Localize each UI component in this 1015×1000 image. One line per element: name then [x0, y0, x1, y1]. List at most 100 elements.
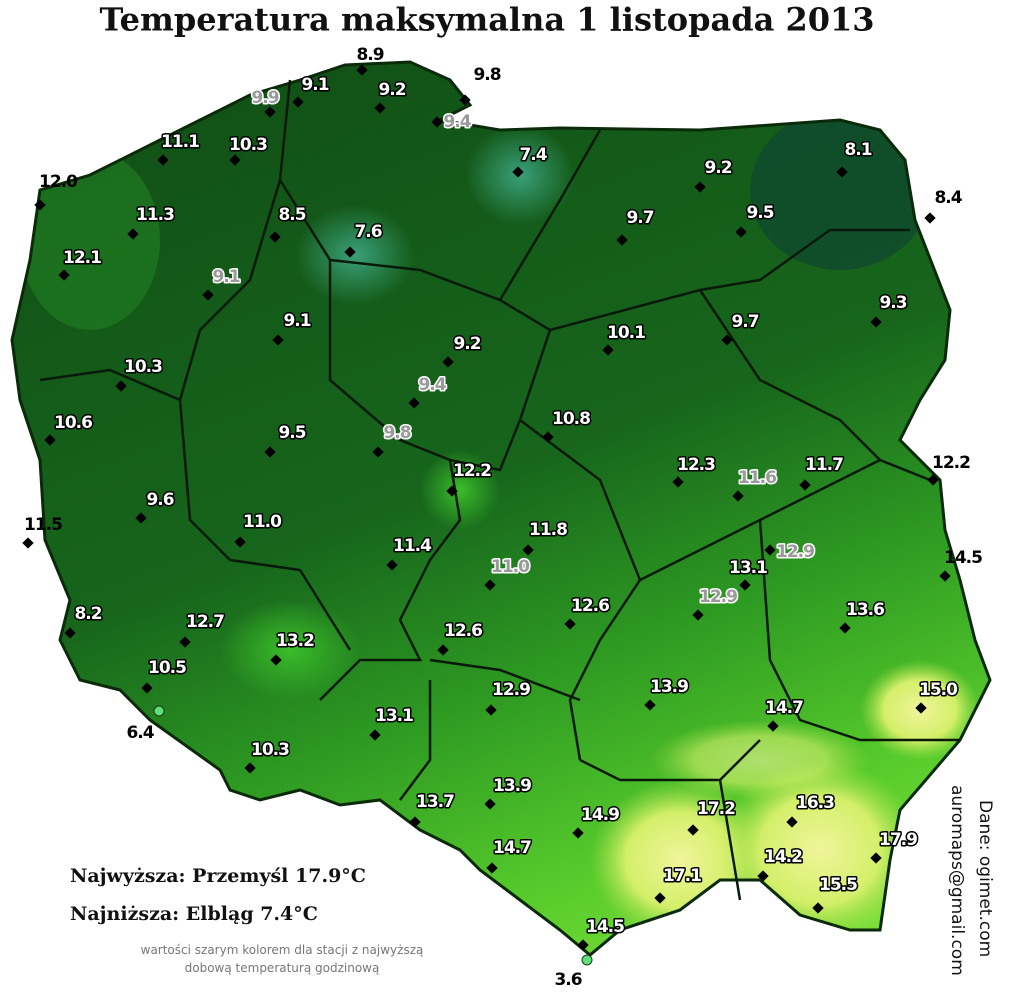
station-value: 9.8	[383, 423, 410, 443]
station-value: 12.9	[492, 680, 530, 700]
station-marker	[812, 902, 824, 914]
station-value: 10.5	[148, 658, 186, 678]
station-value: 17.1	[663, 866, 701, 886]
station-value: 7.6	[354, 222, 381, 242]
station-marker	[939, 570, 951, 582]
station-value: 12.2	[453, 461, 491, 481]
station-value: 9.2	[453, 334, 480, 354]
station-marker	[386, 559, 398, 571]
station-value: 12.6	[444, 621, 482, 641]
station-marker	[135, 512, 147, 524]
station-value: 11.0	[491, 557, 530, 577]
station-marker	[44, 434, 56, 446]
station-value: 11.8	[529, 520, 567, 540]
station-value: 12.3	[677, 455, 715, 475]
station-marker	[409, 816, 421, 828]
station-value: 15.5	[819, 875, 857, 895]
station-value: 10.3	[229, 135, 267, 155]
station-marker	[264, 446, 276, 458]
station-value: 9.5	[746, 203, 773, 223]
station-value: 9.7	[626, 208, 653, 228]
station-value: 9.3	[879, 293, 906, 313]
station-marker	[127, 228, 139, 240]
station-value: 12.9	[699, 587, 737, 607]
station-marker	[179, 636, 191, 648]
station-marker	[786, 816, 798, 828]
station-value: 13.2	[276, 631, 314, 651]
station-marker	[344, 246, 356, 258]
lowest: Najniższa: Elbląg 7.4°C	[70, 903, 318, 925]
station-marker	[22, 537, 34, 549]
station-marker	[369, 729, 381, 741]
station-marker	[437, 644, 449, 656]
station-value: 9.8	[473, 65, 500, 85]
station-value: 14.5	[944, 548, 982, 568]
station-marker	[269, 231, 281, 243]
station-marker	[484, 798, 496, 810]
regions	[39, 79, 960, 901]
station-value: 11.5	[24, 515, 62, 535]
station-marker	[484, 579, 496, 591]
station-value: 12.2	[932, 453, 970, 473]
station-marker	[408, 397, 420, 409]
station-value: 13.6	[846, 600, 884, 620]
title: Temperatura maksymalna 1 listopada 2013	[99, 1, 874, 39]
station-value: 9.4	[443, 112, 471, 132]
station-value: 13.1	[375, 706, 413, 726]
station-marker	[244, 762, 256, 774]
station-value: 10.3	[124, 357, 162, 377]
station-value: 9.5	[278, 423, 305, 443]
station-marker	[581, 954, 593, 966]
station-value: 14.5	[586, 917, 624, 937]
station-value: 8.9	[356, 45, 383, 65]
station-marker	[739, 579, 751, 591]
station-value: 16.3	[796, 793, 834, 813]
station-marker	[442, 356, 454, 368]
station-value: 9.7	[731, 312, 758, 332]
highest: Najwyższa: Przemyśl 17.9°C	[70, 865, 366, 887]
station-value: 8.5	[278, 205, 305, 225]
station-marker	[270, 654, 282, 666]
station-value: 13.9	[650, 677, 688, 697]
station-marker	[721, 334, 733, 346]
station-marker	[34, 199, 46, 211]
station-marker	[372, 446, 384, 458]
station-value: 9.2	[378, 80, 405, 100]
station-value: 9.9	[251, 88, 278, 108]
station-marker	[870, 852, 882, 864]
station-value: 12.6	[571, 596, 609, 616]
station-value: 14.9	[581, 805, 619, 825]
station-marker	[234, 536, 246, 548]
station-value: 14.7	[765, 698, 803, 718]
station-value: 13.7	[416, 792, 454, 812]
station-value: 17.9	[879, 830, 917, 850]
station-marker	[735, 226, 747, 238]
station-value: 10.1	[607, 323, 645, 343]
station-value: 14.7	[493, 838, 531, 858]
station-value: 9.1	[212, 267, 239, 287]
station-value: 15.0	[919, 680, 958, 700]
station-marker	[616, 234, 628, 246]
station-value: 9.6	[146, 490, 173, 510]
station-marker	[644, 699, 656, 711]
station-marker	[767, 720, 779, 732]
stations: 8.9 9.1 9.9 9.2 9.8 9.4 11.1 10.3 7.4 9.2 8.1 12.0 1…	[22, 45, 983, 990]
contact: auromaps@gmail.com	[947, 785, 967, 976]
station-value: 8.2	[74, 604, 101, 624]
station-value: 9.1	[283, 311, 310, 331]
station-marker	[512, 166, 524, 178]
station-marker	[924, 212, 936, 224]
station-value: 10.6	[54, 413, 92, 433]
station-marker	[564, 618, 576, 630]
station-value: 3.6	[554, 970, 581, 990]
note: dobową temperaturą godzinową	[185, 961, 380, 975]
station-value: 6.4	[126, 723, 154, 743]
station-value: 11.4	[393, 536, 432, 556]
station-marker	[692, 609, 704, 621]
station-value: 17.2	[697, 799, 735, 819]
station-value: 9.4	[418, 375, 446, 395]
station-value: 11.3	[136, 205, 174, 225]
station-marker	[732, 490, 744, 502]
station-marker	[672, 476, 684, 488]
